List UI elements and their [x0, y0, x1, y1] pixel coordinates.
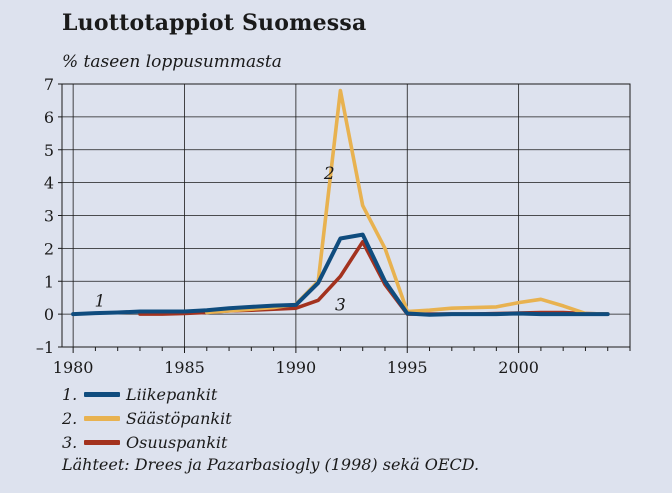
legend-number: 3. [62, 432, 78, 452]
legend-swatch-osuuspankit [84, 439, 120, 445]
legend-swatch-saastopankit [84, 415, 120, 421]
series-annotation: 2 [323, 164, 335, 184]
chart-title: Luottotappiot Suomessa [62, 10, 367, 36]
y-tick-label: 2 [44, 239, 54, 258]
tick-labels: –1 0 1 2 3 4 5 6 7 1980 1985 1990 1995 2000 [36, 75, 539, 377]
y-tick-label: 7 [44, 75, 54, 94]
x-tick-label: 1985 [164, 358, 205, 377]
y-tick-label: 1 [44, 272, 54, 291]
series-lines [71, 88, 610, 317]
y-tick-label: –1 [36, 338, 54, 357]
plot-border [61, 83, 631, 348]
series-annotation: 3 [335, 295, 346, 315]
legend-item-saastopankit: 2. Säästöpankit [62, 406, 232, 430]
y-tick-label: 6 [44, 108, 54, 127]
legend-swatch-liikepankit [84, 391, 120, 397]
y-tick-label: 0 [44, 305, 54, 324]
x-tick-label: 2000 [498, 358, 539, 377]
series-line-liikepankit [71, 232, 610, 317]
legend-label: Liikepankit [126, 384, 218, 404]
series-line-osuuspankit [138, 240, 610, 316]
chart-subtitle: % taseen loppusummasta [62, 52, 282, 72]
legend-number: 2. [62, 408, 78, 428]
x-tick-label: 1990 [276, 358, 317, 377]
legend-label: Osuuspankit [126, 432, 228, 452]
legend-item-osuuspankit: 3. Osuuspankit [62, 430, 232, 454]
source-note: Lähteet: Drees ja Pazarbasiogly (1998) s… [62, 455, 480, 474]
legend-number: 1. [62, 384, 78, 404]
series-annotation: 1 [94, 291, 105, 311]
legend-item-liikepankit: 1. Liikepankit [62, 382, 232, 406]
y-tick-label: 3 [44, 207, 54, 226]
legend: 1. Liikepankit 2. Säästöpankit 3. Osuusp… [62, 382, 232, 454]
x-tick-label: 1995 [387, 358, 428, 377]
y-tick-label: 5 [44, 141, 54, 160]
line-chart: –1 0 1 2 3 4 5 6 7 1980 1985 1990 1995 2000 1 2 3 [36, 75, 631, 377]
legend-label: Säästöpankit [126, 408, 232, 428]
annotations: 1 2 3 [94, 164, 345, 316]
x-tick-label: 1980 [53, 358, 94, 377]
y-tick-label: 4 [44, 174, 54, 193]
